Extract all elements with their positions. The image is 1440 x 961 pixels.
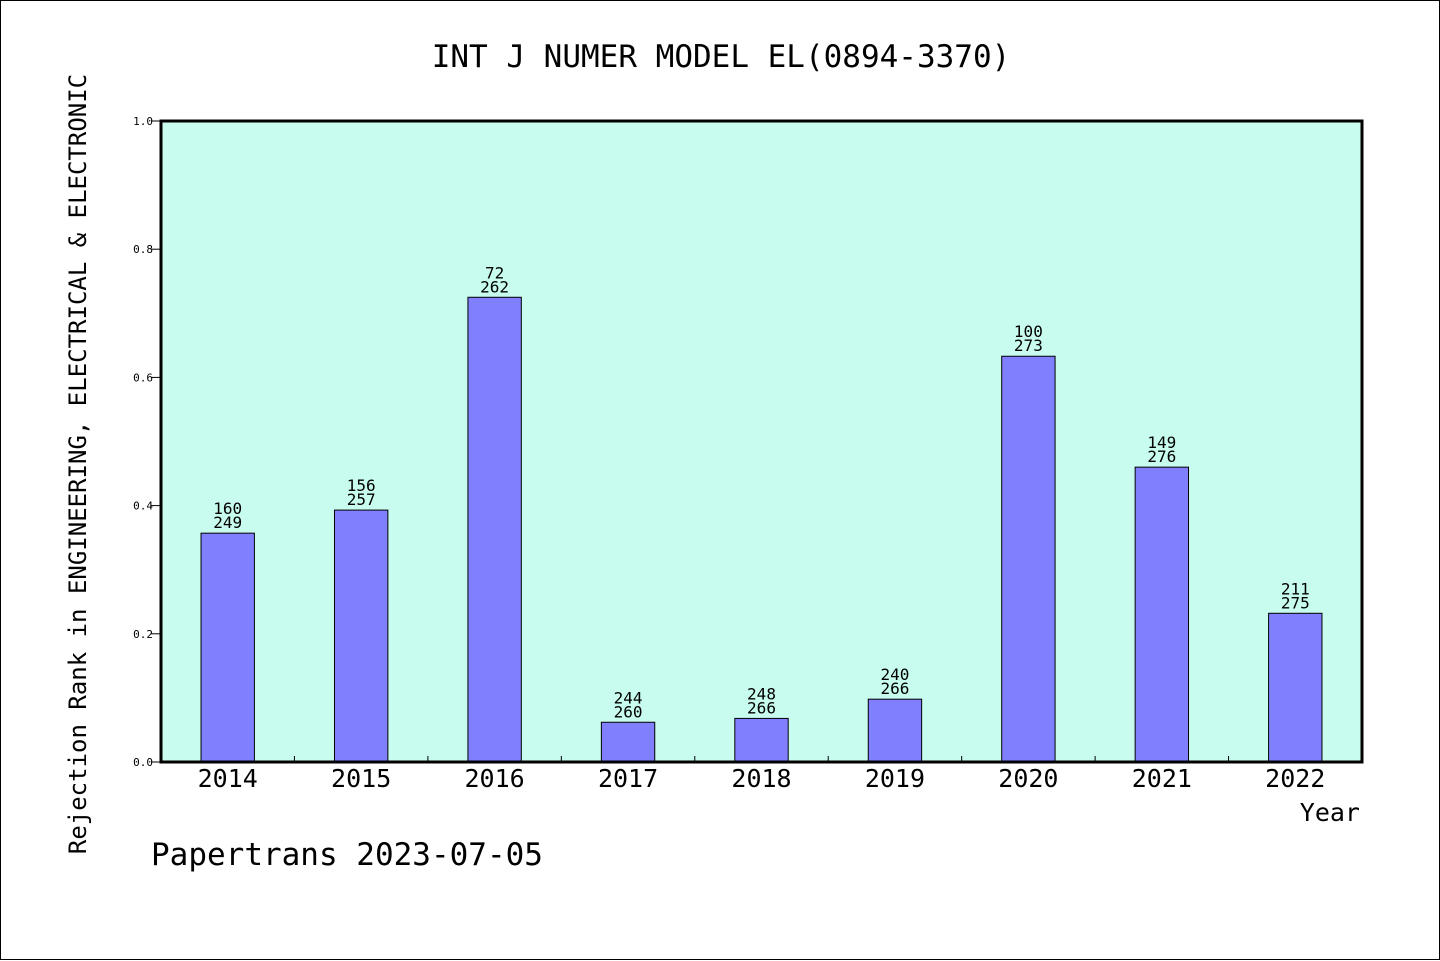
bar-2021 [1134, 466, 1190, 763]
rank-label: 72 [485, 263, 504, 282]
bar-2020 [1001, 355, 1056, 763]
bar-2019 [867, 698, 923, 763]
x-tick-label: 2020 [998, 764, 1058, 793]
x-tick-label: 2018 [731, 764, 791, 793]
bar-2017 [600, 721, 656, 763]
total-label: 257 [347, 490, 376, 509]
total-label: 266 [747, 698, 776, 717]
y-tick-label: 0.8 [133, 243, 153, 256]
plot-frame [159, 119, 1364, 764]
credit-text: Papertrans 2023-07-05 [151, 837, 543, 873]
bar-2016 [467, 296, 522, 763]
bars-group [200, 296, 1323, 763]
x-tick-label: 2016 [465, 764, 525, 793]
bar-2015 [333, 509, 389, 763]
x-tick-label: 2014 [198, 764, 258, 793]
rank-label: 160 [213, 499, 242, 518]
y-tick-label: 0.6 [133, 371, 153, 384]
total-label: 249 [213, 513, 242, 532]
rank-label: 244 [614, 688, 643, 707]
bar-2022 [1268, 612, 1323, 763]
x-tick-label: 2022 [1265, 764, 1325, 793]
x-tick-label: 2017 [598, 764, 658, 793]
bar-2018 [734, 717, 789, 763]
total-label: 273 [1014, 336, 1043, 355]
chart-title: INT J NUMER MODEL EL(0894-3370) [432, 39, 1011, 75]
y-tick-label: 0.2 [133, 628, 153, 641]
total-label: 266 [880, 679, 909, 698]
axis-ticks-group [151, 120, 1230, 763]
x-axis-label: Year [1300, 798, 1360, 827]
y-tick-label: 1.0 [133, 115, 153, 128]
x-tick-label: 2021 [1132, 764, 1192, 793]
y-tick-label: 0.0 [133, 756, 153, 769]
rank-label: 240 [880, 665, 909, 684]
y-axis-label: Rejection Rank in ENGINEERING, ELECTRICA… [64, 74, 92, 854]
total-label: 260 [614, 702, 643, 721]
total-label: 262 [480, 277, 509, 296]
total-label: 276 [1147, 447, 1176, 466]
rank-label: 211 [1281, 579, 1310, 598]
total-label: 275 [1281, 593, 1310, 612]
bar-2014 [200, 532, 255, 763]
y-tick-label: 0.4 [133, 500, 153, 513]
rank-label: 100 [1014, 322, 1043, 341]
rank-label: 149 [1147, 433, 1176, 452]
x-tick-label: 2019 [865, 764, 925, 793]
rank-label: 156 [347, 476, 376, 495]
x-tick-label: 2015 [331, 764, 391, 793]
rank-label: 248 [747, 684, 776, 703]
